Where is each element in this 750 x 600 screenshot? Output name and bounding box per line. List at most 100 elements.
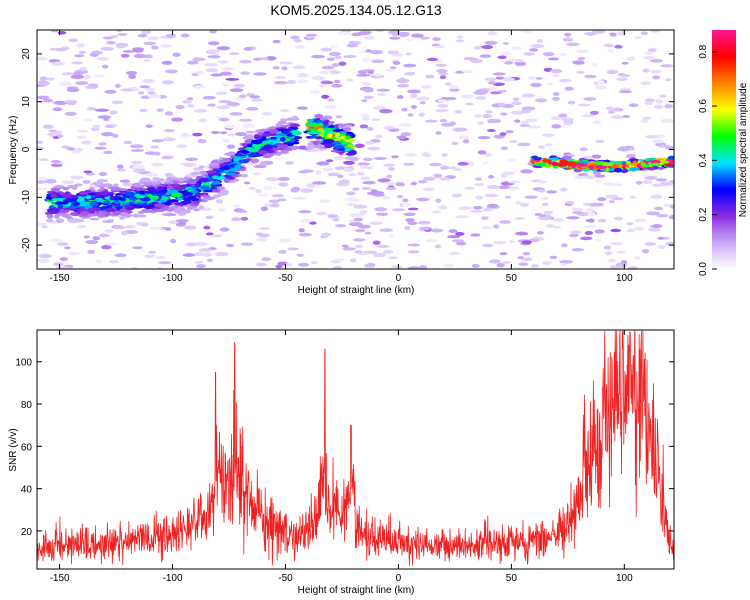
heatmap-cell xyxy=(359,164,368,170)
heatmap-cell xyxy=(645,134,659,139)
heatmap-cell xyxy=(296,106,308,110)
heatmap-cell xyxy=(463,57,478,61)
heatmap-cell xyxy=(101,245,112,250)
heatmap-cell xyxy=(389,66,397,70)
heatmap-cell xyxy=(44,178,57,184)
heatmap-cell xyxy=(193,171,200,176)
heatmap-cell xyxy=(577,56,586,61)
heatmap-cell xyxy=(451,239,465,243)
heatmap-cell xyxy=(346,191,356,196)
colorbar-ticks: 0.0 0.2 0.4 0.6 0.8 xyxy=(698,44,717,276)
heatmap-cell xyxy=(435,45,445,49)
heatmap-cell xyxy=(102,183,113,188)
heatmap-cell xyxy=(72,202,80,206)
heatmap-cell xyxy=(403,212,416,217)
heatmap-cell xyxy=(561,155,573,160)
snr-x-label: Height of straight line (km) xyxy=(298,585,415,596)
heatmap-cell xyxy=(157,190,168,194)
heatmap-cell xyxy=(601,162,614,167)
heatmap-cell xyxy=(74,54,85,58)
heatmap-cell xyxy=(92,236,101,241)
heatmap-cell xyxy=(176,144,188,149)
heatmap-cell xyxy=(333,145,345,149)
heatmap-cell xyxy=(430,228,444,233)
heatmap-cell xyxy=(388,167,396,171)
heatmap-cell xyxy=(248,186,256,190)
heatmap-cell xyxy=(94,108,109,112)
heatmap-cell xyxy=(386,186,396,191)
heatmap-cell xyxy=(416,96,430,101)
heatmap-cell xyxy=(417,179,428,184)
heatmap-cell xyxy=(576,70,585,74)
heatmap-cell xyxy=(271,203,280,208)
heatmap-cell xyxy=(298,210,312,214)
heatmap-cell xyxy=(219,227,230,232)
heatmap-cell xyxy=(502,42,510,46)
heatmap-cell xyxy=(215,199,224,204)
heatmap-cell xyxy=(65,197,72,202)
heatmap-cell xyxy=(144,172,159,177)
heatmap-cell xyxy=(662,236,670,240)
spectrogram-x-ticks: -150 -100 -50 0 50 100 xyxy=(50,30,633,284)
heatmap-cell xyxy=(595,139,605,143)
heatmap-cell xyxy=(603,43,614,48)
heatmap-cell xyxy=(542,196,549,201)
heatmap-cell xyxy=(319,199,331,203)
heatmap-cell xyxy=(500,174,508,178)
heatmap-cell xyxy=(504,60,514,65)
heatmap-cell xyxy=(277,128,290,132)
heatmap-cell xyxy=(222,82,230,87)
heatmap-cell xyxy=(625,160,632,165)
heatmap-cell xyxy=(194,241,208,246)
heatmap-cell xyxy=(376,88,390,92)
heatmap-cell xyxy=(561,243,568,248)
heatmap-cell xyxy=(354,250,363,254)
heatmap-cell xyxy=(244,139,254,144)
heatmap-cell xyxy=(247,153,259,158)
heatmap-cell xyxy=(363,88,374,93)
heatmap-cell xyxy=(84,118,94,122)
heatmap-cell xyxy=(403,71,415,76)
heatmap-cell xyxy=(487,81,497,85)
heatmap-cell xyxy=(274,75,287,79)
heatmap-cell xyxy=(401,202,412,207)
heatmap-cell xyxy=(535,77,543,80)
heatmap-cell xyxy=(197,139,207,144)
heatmap-cell xyxy=(265,152,275,157)
heatmap-cell xyxy=(151,45,159,50)
heatmap-cell xyxy=(466,161,475,166)
heatmap-cell xyxy=(434,244,442,249)
heatmap-cell xyxy=(182,192,194,196)
heatmap-cell xyxy=(72,71,84,76)
heatmap-cell xyxy=(145,124,153,128)
heatmap-cell xyxy=(597,197,607,202)
heatmap-cell xyxy=(334,224,347,228)
heatmap-cell xyxy=(158,95,168,99)
heatmap-cell xyxy=(432,210,442,214)
heatmap-cell xyxy=(92,124,101,129)
heatmap-cell xyxy=(614,44,623,49)
heatmap-cell xyxy=(330,260,341,264)
heatmap-cell xyxy=(124,230,139,234)
heatmap-cell xyxy=(70,194,79,199)
heatmap-cell xyxy=(105,207,117,212)
heatmap-cell xyxy=(78,191,88,196)
heatmap-cell xyxy=(476,121,485,125)
heatmap-cell xyxy=(362,117,370,121)
heatmap-cell xyxy=(250,98,263,102)
heatmap-cell xyxy=(396,84,410,88)
heatmap-cell xyxy=(164,69,178,74)
heatmap-cell xyxy=(567,100,576,105)
heatmap-cell xyxy=(144,87,157,92)
heatmap-cell xyxy=(454,127,468,132)
heatmap-cell xyxy=(98,191,109,196)
heatmap-cell xyxy=(124,224,136,229)
heatmap-cell xyxy=(279,61,294,65)
heatmap-cell xyxy=(419,101,426,105)
heatmap-cell xyxy=(592,120,602,124)
heatmap-cell xyxy=(95,193,101,198)
heatmap-cell xyxy=(59,257,68,262)
heatmap-cell xyxy=(322,167,334,172)
heatmap-cell xyxy=(314,113,324,119)
heatmap-cell xyxy=(508,58,515,62)
